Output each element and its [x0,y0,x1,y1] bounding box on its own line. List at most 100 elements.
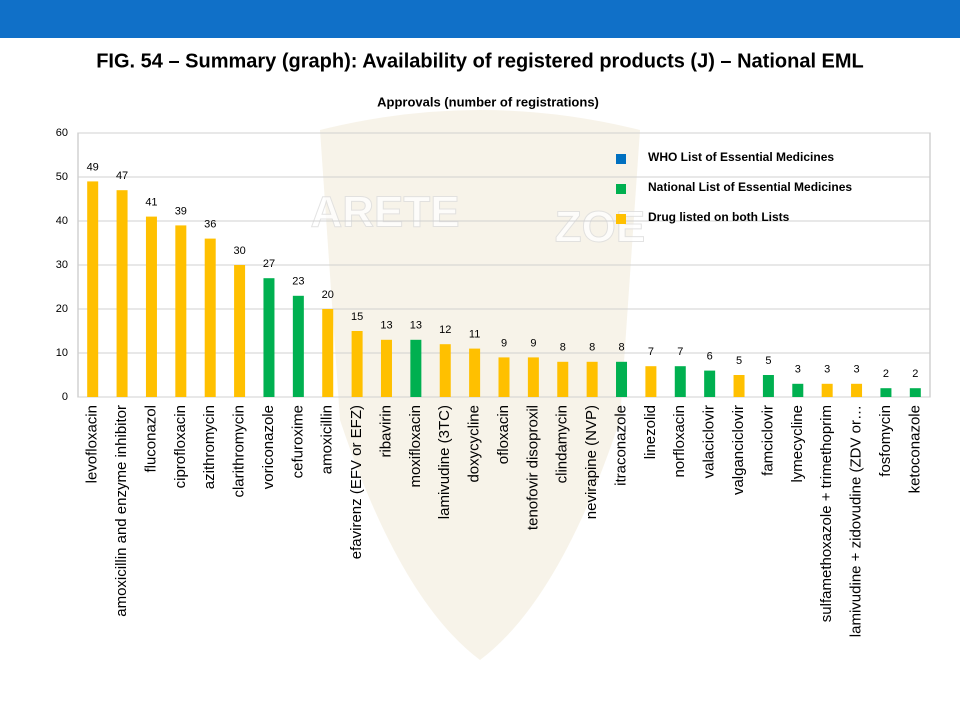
data-label: 11 [469,329,480,341]
data-label: 20 [322,289,334,301]
legend-swatch [616,214,626,224]
data-label: 23 [292,276,304,288]
data-label: 41 [145,197,157,209]
x-tick-label: amoxicillin and enzyme inhibitor [113,405,130,617]
bar [469,348,481,397]
x-tick-label: valaciclovir [701,405,718,478]
data-label: 36 [204,219,216,231]
data-label: 7 [648,346,654,358]
data-label: 8 [589,342,595,354]
slide-title: FIG. 54 – Summary (graph): Availability … [96,50,864,72]
data-label: 49 [87,161,99,173]
data-label: 8 [618,342,624,354]
bar [909,388,921,397]
x-tick-label: itraconazole [612,405,629,486]
bar [439,344,451,397]
bar [762,375,774,397]
bar [586,361,598,397]
data-label: 3 [795,364,801,376]
x-tick-label: efavirenz (EFV or EFZ) [348,405,365,559]
data-label: 13 [410,320,422,332]
x-tick-label: ofloxacin [495,405,512,464]
x-tick-label: fluconazol [142,405,159,473]
bar [498,357,510,397]
data-label: 6 [707,351,713,363]
top-bar [0,0,960,38]
bar [380,339,392,397]
y-tick-label: 10 [56,347,68,359]
y-tick-label: 60 [56,127,68,139]
x-tick-label: voriconazole [260,405,277,489]
bar [116,190,128,397]
y-tick-label: 20 [56,303,68,315]
legend-label: National List of Essential Medicines [648,180,852,194]
data-label: 8 [560,342,566,354]
x-tick-label: ketoconazole [906,405,923,493]
bar [322,309,334,397]
bar [645,366,657,397]
x-tick-label: ciprofloxacin [172,405,189,488]
bar [263,278,275,397]
data-label: 3 [853,364,859,376]
x-tick-label: valganciclovir [730,405,747,495]
x-tick-label: clarithromycin [231,405,248,498]
x-tick-label: moxifloxacin [407,405,424,488]
bar [292,295,304,397]
bar [792,383,804,397]
y-tick-label: 40 [56,215,68,227]
legend-label: Drug listed on both Lists [648,210,790,224]
bar [557,361,569,397]
bar [527,357,539,397]
bar [87,181,99,397]
chart-title: Approvals (number of registrations) [377,94,599,109]
data-label: 7 [677,346,683,358]
x-tick-label: tenofovir disoproxil [524,405,541,530]
data-label: 47 [116,170,128,182]
legend-label: WHO List of Essential Medicines [648,150,834,164]
bar [351,331,363,397]
bar [234,265,246,397]
x-tick-label: linezolid [642,405,659,459]
legend-swatch [616,184,626,194]
x-tick-label: ribavirin [377,405,394,458]
watermark-text: ZOE [555,203,645,252]
bar [145,216,157,397]
x-tick-label: norfloxacin [671,405,688,478]
x-tick-label: amoxicillin [319,405,336,474]
x-tick-label: cefuroxime [289,405,306,478]
data-label: 27 [263,258,275,270]
bar [733,375,745,397]
x-tick-label: nevirapine (NVP) [583,405,600,519]
x-tick-label: fosfomycin [877,405,894,477]
x-tick-label: lymecycline [789,405,806,483]
x-tick-label: lamivudine (3TC) [436,405,453,519]
data-label: 12 [439,324,451,336]
x-tick-label: clindamycin [554,405,571,483]
bar [204,238,216,397]
y-tick-label: 30 [56,259,68,271]
bar [410,339,422,397]
data-label: 30 [233,245,245,257]
data-label: 39 [175,205,187,217]
y-tick-label: 0 [62,391,68,403]
x-tick-label: doxycycline [466,405,483,483]
data-label: 5 [765,355,771,367]
watermark-text: ARETE [310,188,459,237]
data-label: 9 [501,337,507,349]
x-tick-label: levofloxacin [84,405,101,483]
bar [704,370,716,397]
bar [821,383,833,397]
x-tick-label: lamivudine + zidovudine (ZDV or… [848,405,865,637]
bar [880,388,892,397]
x-tick-label: famciclovir [759,405,776,476]
y-tick-label: 50 [56,171,68,183]
data-label: 3 [824,364,830,376]
data-label: 5 [736,355,742,367]
data-label: 9 [530,337,536,349]
data-label: 2 [912,368,918,380]
bar [851,383,863,397]
data-label: 15 [351,311,363,323]
bar [175,225,187,397]
bar [674,366,686,397]
